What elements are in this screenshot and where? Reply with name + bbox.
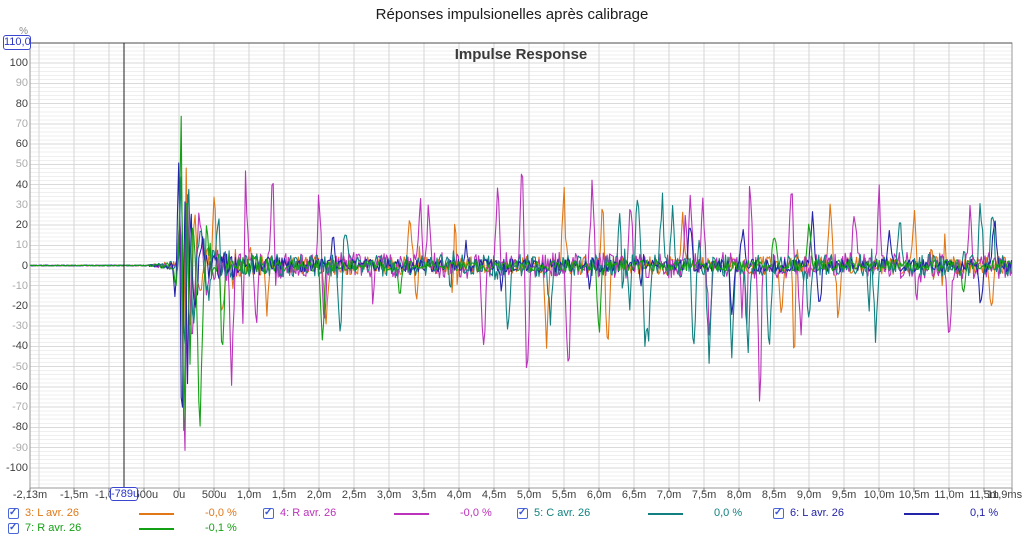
legend-line-sample [904, 513, 939, 515]
chart-title: Impulse Response [454, 46, 588, 63]
legend-entry: ✓ 3: L avr. 26 -0,0 % [8, 507, 260, 521]
legend-line-sample [139, 528, 174, 530]
legend-value: 0,0 % [714, 507, 743, 519]
trace-6-l-avr-26 [29, 162, 1013, 408]
x-axis-label: 8,5m [761, 489, 787, 501]
x-axis-label: 10,5m [898, 489, 930, 501]
x-axis-label: 6,5m [621, 489, 647, 501]
x-axis-label: 5,0m [516, 489, 542, 501]
y-axis-label: -30 [12, 320, 28, 333]
y-axis-label: 90 [15, 77, 28, 90]
legend-checkbox[interactable]: ✓ [263, 507, 274, 519]
y-axis-top-value-box[interactable]: 110,0 [3, 35, 31, 50]
y-axis-label: 60 [15, 138, 28, 151]
legend-checkbox[interactable]: ✓ [773, 507, 784, 519]
check-icon: ✓ [264, 507, 273, 518]
plot-area[interactable] [0, 0, 1024, 505]
legend-value: 0,1 % [970, 507, 999, 519]
legend-value: -0,0 % [205, 507, 237, 519]
y-axis-unit: % [19, 26, 28, 37]
x-axis-label: 3,0m [376, 489, 402, 501]
x-axis-label: 1,5m [271, 489, 297, 501]
check-icon: ✓ [774, 507, 783, 518]
x-axis-label: 9,0m [796, 489, 822, 501]
y-axis-label: 70 [15, 117, 28, 130]
y-axis-label: -50 [12, 360, 28, 373]
legend-value: -0,1 % [205, 522, 237, 534]
x-axis-label: 2,0m [306, 489, 332, 501]
legend-label[interactable]: 4: R avr. 26 [280, 507, 337, 519]
y-axis-label: 80 [15, 97, 28, 110]
x-axis-label: 11,9ms [986, 489, 1023, 501]
legend-checkbox[interactable]: ✓ [517, 507, 528, 519]
legend-checkbox[interactable]: ✓ [8, 522, 19, 534]
x-axis-label: 7,0m [656, 489, 682, 501]
x-axis-label: 0u [172, 489, 186, 501]
x-axis-label: -1,5m [60, 489, 89, 501]
legend-line-sample [139, 513, 174, 515]
legend-checkbox[interactable]: ✓ [8, 507, 19, 519]
x-axis-label: -2,13m [12, 489, 48, 501]
cursor-time-box[interactable]: -789u [110, 487, 140, 501]
legend-label[interactable]: 3: L avr. 26 [25, 507, 80, 519]
x-axis-label: 11,5m [969, 489, 999, 501]
legend-entry: ✓ 5: C avr. 26 0,0 % [517, 507, 769, 521]
y-axis-label: -90 [12, 441, 28, 454]
legend-label[interactable]: 6: L avr. 26 [790, 507, 845, 519]
y-axis-label: 40 [15, 178, 28, 191]
y-axis-label: -20 [12, 299, 28, 312]
trace-4-r-avr-26 [29, 170, 1013, 451]
y-axis-label: -40 [12, 340, 28, 353]
legend-entry: ✓ 4: R avr. 26 -0,0 % [263, 507, 515, 521]
x-axis-label: 4,0m [446, 489, 472, 501]
legend-line-sample [648, 513, 683, 515]
y-axis-label: -100 [5, 461, 28, 474]
legend: ✓ 3: L avr. 26 -0,0 % ✓ 4: R avr. 26 -0,… [0, 505, 1024, 541]
x-axis-label: 1,0m [236, 489, 262, 501]
y-axis-label: 20 [15, 219, 28, 232]
x-axis-label: 4,5m [481, 489, 507, 501]
y-axis-label: -60 [12, 380, 28, 393]
x-axis-label: 8,0m [726, 489, 752, 501]
x-axis-label: 10,0m [863, 489, 895, 501]
x-axis-label: 500u [201, 489, 227, 501]
check-icon: ✓ [9, 522, 18, 533]
x-axis-label: 11,0m [934, 489, 964, 501]
legend-label[interactable]: 7: R avr. 26 [25, 522, 82, 534]
y-axis-label: 100 [9, 57, 28, 70]
y-axis-label: -70 [12, 401, 28, 414]
legend-entry: ✓ 7: R avr. 26 -0,1 % [8, 522, 260, 536]
legend-entry: ✓ 6: L avr. 26 0,1 % [773, 507, 1024, 521]
y-axis-label: 10 [15, 239, 28, 252]
y-axis-label: 50 [15, 158, 28, 171]
y-axis-label: -80 [12, 421, 28, 434]
x-axis-label: 5,5m [551, 489, 577, 501]
legend-label[interactable]: 5: C avr. 26 [534, 507, 591, 519]
x-axis-label: 3,5m [411, 489, 437, 501]
trace-7-r-avr-26 [29, 115, 1012, 431]
legend-value: -0,0 % [460, 507, 492, 519]
y-axis-label: -10 [12, 279, 28, 292]
check-icon: ✓ [9, 507, 18, 518]
x-axis-label: 7,5m [691, 489, 717, 501]
y-axis-label: 30 [15, 198, 28, 211]
check-icon: ✓ [518, 507, 527, 518]
y-axis-label: 0 [21, 259, 28, 272]
x-axis-label: 6,0m [586, 489, 612, 501]
x-axis-label: 9,5m [831, 489, 857, 501]
page-title: Réponses impulsionelles après calibrage [375, 6, 649, 23]
legend-line-sample [394, 513, 429, 515]
x-axis-label: 2,5m [341, 489, 367, 501]
